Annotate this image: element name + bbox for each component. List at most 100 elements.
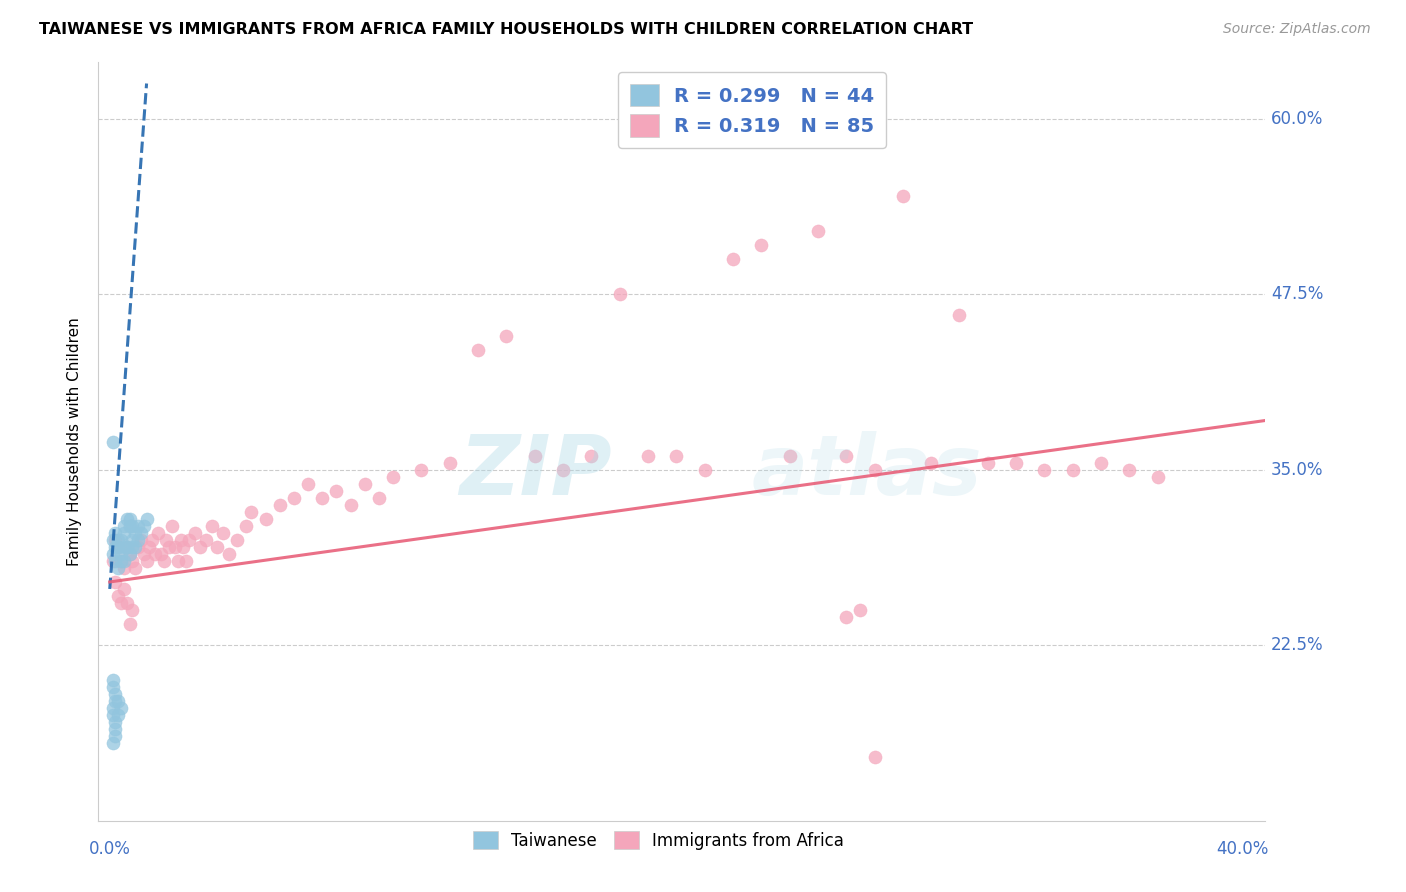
Point — [183, 525, 205, 540]
Point — [1118, 462, 1140, 476]
Text: 60.0%: 60.0% — [1271, 110, 1323, 128]
Point — [135, 512, 157, 526]
Point — [581, 449, 603, 463]
Point — [779, 449, 801, 463]
Point — [104, 525, 127, 540]
Point — [174, 554, 197, 568]
Legend: Taiwanese, Immigrants from Africa: Taiwanese, Immigrants from Africa — [467, 825, 851, 856]
Point — [101, 434, 124, 449]
Point — [226, 533, 249, 547]
Point — [107, 561, 129, 575]
Point — [665, 449, 688, 463]
Point — [551, 462, 574, 476]
Text: 0.0%: 0.0% — [89, 840, 131, 858]
Point — [920, 456, 942, 470]
Point — [110, 547, 132, 561]
Point — [254, 512, 277, 526]
Point — [149, 547, 172, 561]
Text: Source: ZipAtlas.com: Source: ZipAtlas.com — [1223, 22, 1371, 37]
Point — [297, 476, 319, 491]
Point — [112, 582, 135, 596]
Point — [439, 456, 461, 470]
Point — [523, 449, 546, 463]
Point — [101, 680, 124, 694]
Point — [235, 518, 257, 533]
Point — [104, 715, 127, 730]
Point — [157, 540, 180, 554]
Point — [132, 518, 155, 533]
Point — [101, 673, 124, 688]
Text: ZIP: ZIP — [460, 432, 612, 512]
Point — [143, 547, 166, 561]
Point — [411, 462, 433, 476]
Point — [104, 730, 127, 744]
Text: 47.5%: 47.5% — [1271, 285, 1323, 303]
Point — [127, 518, 149, 533]
Point — [212, 525, 235, 540]
Point — [141, 533, 163, 547]
Point — [104, 533, 127, 547]
Point — [107, 533, 129, 547]
Point — [124, 540, 146, 554]
Point — [101, 701, 124, 715]
Point — [367, 491, 389, 505]
Point — [110, 533, 132, 547]
Point — [124, 561, 146, 575]
Point — [1146, 469, 1168, 483]
Point — [110, 596, 132, 610]
Y-axis label: Family Households with Children: Family Households with Children — [67, 318, 83, 566]
Point — [107, 540, 129, 554]
Point — [195, 533, 218, 547]
Point — [110, 701, 132, 715]
Point — [1090, 456, 1112, 470]
Point — [107, 540, 129, 554]
Point — [127, 540, 149, 554]
Point — [146, 525, 169, 540]
Point — [467, 343, 489, 358]
Point — [115, 540, 138, 554]
Point — [169, 533, 191, 547]
Point — [172, 540, 194, 554]
Point — [104, 723, 127, 737]
Point — [863, 462, 886, 476]
Point — [201, 518, 224, 533]
Point — [118, 518, 141, 533]
Point — [101, 736, 124, 750]
Point — [849, 603, 872, 617]
Point — [891, 189, 914, 203]
Point — [104, 540, 127, 554]
Point — [124, 525, 146, 540]
Point — [190, 540, 212, 554]
Point — [807, 224, 830, 238]
Text: 40.0%: 40.0% — [1216, 840, 1270, 858]
Point — [118, 617, 141, 632]
Point — [112, 561, 135, 575]
Point — [311, 491, 333, 505]
Point — [112, 525, 135, 540]
Point — [495, 329, 517, 343]
Point — [160, 518, 183, 533]
Text: TAIWANESE VS IMMIGRANTS FROM AFRICA FAMILY HOUSEHOLDS WITH CHILDREN CORRELATION : TAIWANESE VS IMMIGRANTS FROM AFRICA FAMI… — [39, 22, 973, 37]
Point — [835, 449, 858, 463]
Point — [240, 505, 263, 519]
Point — [104, 574, 127, 589]
Point — [115, 596, 138, 610]
Point — [110, 554, 132, 568]
Point — [835, 610, 858, 624]
Point — [121, 533, 143, 547]
Point — [749, 238, 772, 252]
Point — [166, 554, 188, 568]
Point — [1033, 462, 1056, 476]
Point — [107, 589, 129, 603]
Point — [118, 547, 141, 561]
Point — [283, 491, 305, 505]
Point — [101, 547, 124, 561]
Point — [138, 540, 160, 554]
Point — [112, 554, 135, 568]
Point — [121, 603, 143, 617]
Point — [948, 308, 970, 322]
Point — [129, 533, 152, 547]
Point — [110, 554, 132, 568]
Text: 35.0%: 35.0% — [1271, 460, 1323, 479]
Point — [863, 750, 886, 764]
